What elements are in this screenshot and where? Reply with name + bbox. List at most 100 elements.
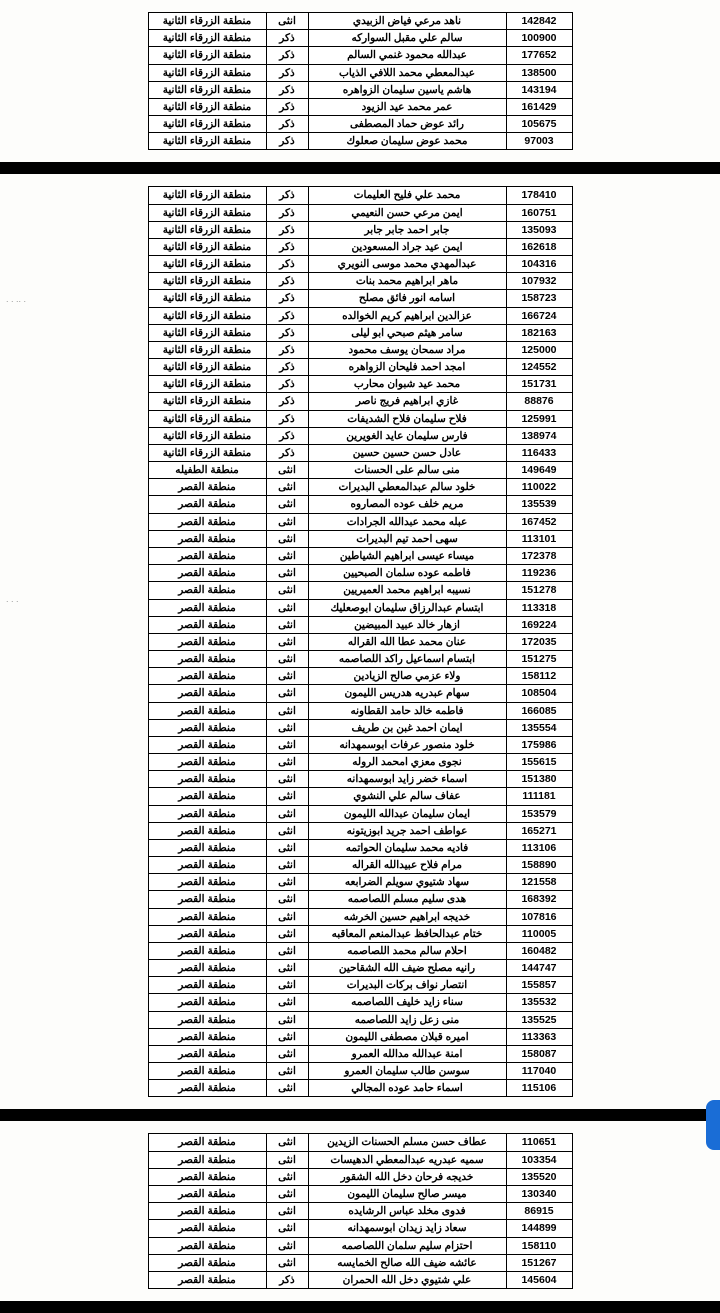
cell-id: 110005 <box>506 925 572 942</box>
cell-name: اسماء خضر زايد ابوسمهدانه <box>308 771 506 788</box>
table-row: 113318ابتسام عبدالرزاق سليمان ابوصعليكان… <box>148 599 572 616</box>
cell-region: منطقة الزرقاء الثانية <box>148 410 266 427</box>
cell-name: محمد عيد شبوان محارب <box>308 376 506 393</box>
side-tab[interactable] <box>706 1100 720 1150</box>
table-row: 182163سامر هيثم صبحي ابو ليلىذكرمنطقة ال… <box>148 324 572 341</box>
cell-gender: انثى <box>266 1237 308 1254</box>
cell-region: منطقة القصر <box>148 599 266 616</box>
cell-name: امنة عبدالله مدالله العمرو <box>308 1045 506 1062</box>
cell-name: عواطف احمد جريد ابوزيتونه <box>308 822 506 839</box>
table-row: 162618ايمن عيد جراد المسعودينذكرمنطقة ال… <box>148 238 572 255</box>
cell-gender: انثى <box>266 1186 308 1203</box>
cell-gender: ذكر <box>266 98 308 115</box>
cell-region: منطقة القصر <box>148 1254 266 1271</box>
table-row: 178410محمد علي فليح العليماتذكرمنطقة الز… <box>148 187 572 204</box>
cell-region: منطقة القصر <box>148 496 266 513</box>
cell-id: 97003 <box>506 133 572 150</box>
cell-gender: انثى <box>266 1151 308 1168</box>
cell-id: 151380 <box>506 771 572 788</box>
cell-name: عائشه ضيف الله صالح الخمايسه <box>308 1254 506 1271</box>
table-row: 135525منى زعل زايد اللصاصمهانثىمنطقة الق… <box>148 1011 572 1028</box>
cell-id: 158110 <box>506 1237 572 1254</box>
table-row: 144899سعاد زايد زيدان ابوسمهدانهانثىمنطق… <box>148 1220 572 1237</box>
cell-id: 135539 <box>506 496 572 513</box>
cell-id: 121558 <box>506 874 572 891</box>
cell-name: سوسن طالب سليمان العمرو <box>308 1063 506 1080</box>
page-1-fragment: 142842ناهد مرعي فياض الزبيديانثىمنطقة ال… <box>0 0 720 162</box>
cell-name: محمد عوض سليمان صعلوك <box>308 133 506 150</box>
cell-name: هاشم ياسين سليمان الزواهره <box>308 81 506 98</box>
table-row: 151731محمد عيد شبوان محاربذكرمنطقة الزرق… <box>148 376 572 393</box>
cell-region: منطقة القصر <box>148 736 266 753</box>
table-row: 155857انتصار نواف بركات البديراتانثىمنطق… <box>148 977 572 994</box>
cell-region: منطقة القصر <box>148 1080 266 1097</box>
cell-id: 155615 <box>506 754 572 771</box>
table-row: 113106فاديه محمد سليمان الحواتمهانثىمنطق… <box>148 839 572 856</box>
cell-gender: ذكر <box>266 256 308 273</box>
cell-name: خديجه فرحان دخل الله الشقور <box>308 1168 506 1185</box>
cell-id: 135525 <box>506 1011 572 1028</box>
table-1: 142842ناهد مرعي فياض الزبيديانثىمنطقة ال… <box>148 12 573 150</box>
cell-gender: ذكر <box>266 393 308 410</box>
cell-gender: انثى <box>266 633 308 650</box>
cell-gender: ذكر <box>266 30 308 47</box>
cell-name: سالم علي مقبل السواركه <box>308 30 506 47</box>
page-3-fragment: 110651عطاف حسن مسلم الحسنات الزيدينانثىم… <box>0 1121 720 1301</box>
cell-gender: انثى <box>266 857 308 874</box>
cell-id: 168392 <box>506 891 572 908</box>
cell-id: 138500 <box>506 64 572 81</box>
cell-gender: ذكر <box>266 290 308 307</box>
cell-name: فارس سليمان عايد الغويرين <box>308 427 506 444</box>
cell-gender: انثى <box>266 547 308 564</box>
cell-id: 177652 <box>506 47 572 64</box>
cell-gender: ذكر <box>266 47 308 64</box>
cell-id: 144747 <box>506 960 572 977</box>
cell-gender: انثى <box>266 1203 308 1220</box>
table-row: 160751ايمن مرعي حسن النعيميذكرمنطقة الزر… <box>148 204 572 221</box>
table-row: 105675رائد عوض حماد المصطفىذكرمنطقة الزر… <box>148 116 572 133</box>
cell-id: 103354 <box>506 1151 572 1168</box>
table-row: 153579ايمان سليمان عبدالله الليمونانثىمن… <box>148 805 572 822</box>
cell-region: منطقة القصر <box>148 633 266 650</box>
cell-gender: انثى <box>266 1168 308 1185</box>
cell-gender: انثى <box>266 805 308 822</box>
cell-name: سعاد زايد زيدان ابوسمهدانه <box>308 1220 506 1237</box>
cell-name: خلود سالم عبدالمعطي البديرات <box>308 479 506 496</box>
table-row: 151267عائشه ضيف الله صالح الخمايسهانثىمن… <box>148 1254 572 1271</box>
cell-name: فدوى مخلد عباس الرشايده <box>308 1203 506 1220</box>
cell-gender: انثى <box>266 702 308 719</box>
table-row: 175986خلود منصور عرفات ابوسمهدانهانثىمنط… <box>148 736 572 753</box>
cell-name: ايمن عيد جراد المسعودين <box>308 238 506 255</box>
cell-name: رانيه مصلح ضيف الله الشقاحين <box>308 960 506 977</box>
cell-region: منطقة القصر <box>148 1168 266 1185</box>
cell-name: مرام فلاح عبيدالله القراله <box>308 857 506 874</box>
cell-gender: انثى <box>266 1011 308 1028</box>
cell-region: منطقة القصر <box>148 857 266 874</box>
table-row: 125991فلاح سليمان فلاح الشديفاتذكرمنطقة … <box>148 410 572 427</box>
cell-gender: انثى <box>266 1045 308 1062</box>
cell-name: انتصار نواف بركات البديرات <box>308 977 506 994</box>
cell-id: 135093 <box>506 221 572 238</box>
table-row: 165271عواطف احمد جريد ابوزيتونهانثىمنطقة… <box>148 822 572 839</box>
cell-region: منطقة القصر <box>148 1011 266 1028</box>
cell-id: 135520 <box>506 1168 572 1185</box>
cell-id: 138974 <box>506 427 572 444</box>
cell-region: منطقة الزرقاء الثانية <box>148 221 266 238</box>
table-row: 177652عبدالله محمود غنمي السالمذكرمنطقة … <box>148 47 572 64</box>
table-row: 160482احلام سالم محمد اللصاصمهانثىمنطقة … <box>148 942 572 959</box>
cell-region: منطقة الطفيله <box>148 462 266 479</box>
cell-gender: انثى <box>266 599 308 616</box>
cell-region: منطقة القصر <box>148 1151 266 1168</box>
table-row: 121558سهاد شتيوي سويلم الضرابعهانثىمنطقة… <box>148 874 572 891</box>
cell-name: منى زعل زايد اللصاصمه <box>308 1011 506 1028</box>
cell-id: 86915 <box>506 1203 572 1220</box>
table-row: 116433عادل حسن حسين حسينذكرمنطقة الزرقاء… <box>148 444 572 461</box>
cell-region: منطقة القصر <box>148 805 266 822</box>
page-2: . .. . . . . . 178410محمد علي فليح العلي… <box>0 174 720 1109</box>
cell-region: منطقة القصر <box>148 994 266 1011</box>
cell-region: منطقة القصر <box>148 788 266 805</box>
cell-id: 167452 <box>506 513 572 530</box>
cell-gender: ذكر <box>266 359 308 376</box>
cell-id: 135532 <box>506 994 572 1011</box>
cell-name: غازي ابراهيم فريج ناصر <box>308 393 506 410</box>
